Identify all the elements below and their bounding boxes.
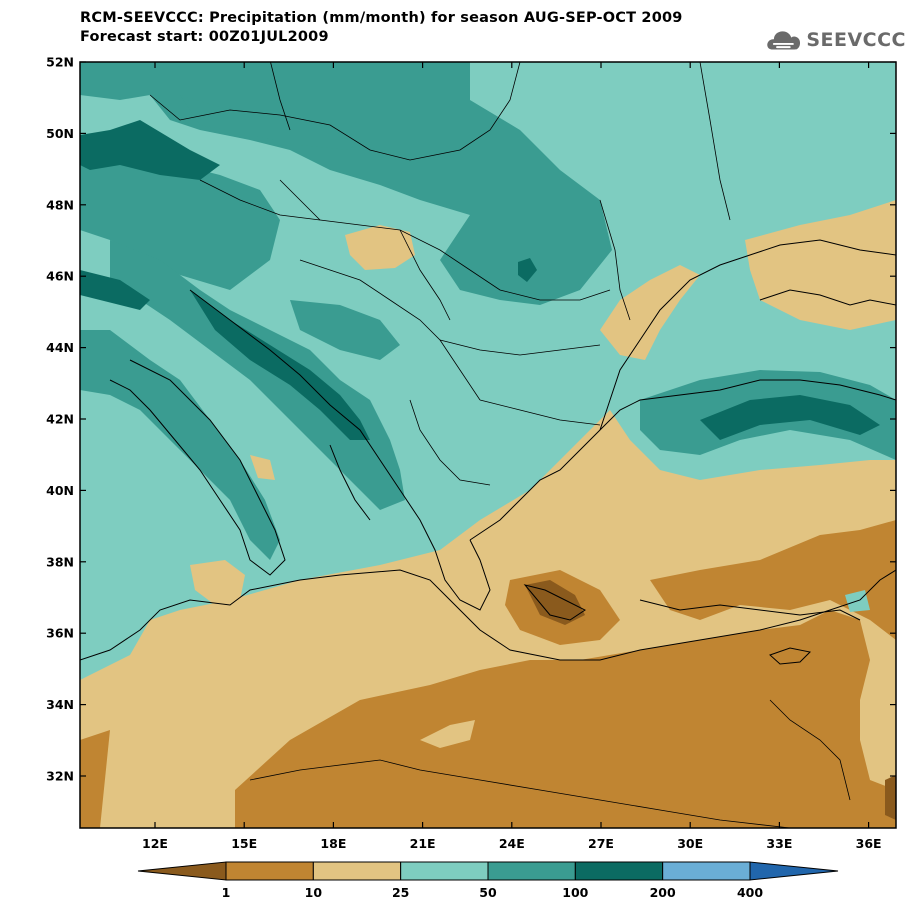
colorbar-label: 100 <box>562 885 588 900</box>
colorbar-label: 50 <box>479 885 497 900</box>
field-10-25-puglia <box>250 455 275 480</box>
map-title: RCM-SEEVCCC: Precipitation (mm/month) fo… <box>80 10 683 26</box>
lat-label: 38N <box>46 554 74 569</box>
field-50-100-west-band <box>80 145 280 290</box>
coastlines <box>80 239 896 665</box>
lon-label: 12E <box>142 836 168 851</box>
colorbar-label: 10 <box>305 885 323 900</box>
field-10-25-hungary <box>345 225 415 270</box>
field-1-10-west-africa <box>80 730 110 828</box>
cloud-icon <box>767 31 801 50</box>
colorbar-box <box>487 861 576 881</box>
field-below-1-east <box>885 775 896 820</box>
latitude-axis: 52N 50N 48N 46N 44N 42N 40N 38N 36N 34N 32N <box>46 55 896 784</box>
field-50-100-poland <box>180 95 360 150</box>
field-100-200-dinaric <box>190 290 370 440</box>
colorbar-max-triangle <box>749 861 839 881</box>
field-100-200-pontic <box>700 395 880 440</box>
lat-label: 46N <box>46 269 74 284</box>
colorbar-box <box>312 861 402 881</box>
field-1-10-turkey-south <box>650 520 896 640</box>
lat-label: 34N <box>46 697 74 712</box>
field-10-25-romania-coast <box>600 265 700 360</box>
field-50-100-italy <box>80 330 280 560</box>
lon-label: 33E <box>766 836 792 851</box>
forecast-start-label: Forecast start: 00Z01JUL2009 <box>80 29 329 45</box>
field-100-200-alps <box>80 270 150 310</box>
field-10-25-egypt-coast <box>420 720 475 748</box>
colorbar-box <box>225 861 314 881</box>
lon-label: 30E <box>677 836 703 851</box>
field-10-25-black-sea-ne <box>745 200 896 330</box>
lon-label: 27E <box>588 836 614 851</box>
field-below-1-crete <box>525 580 585 625</box>
colorbar-min-triangle <box>137 861 227 881</box>
field-10-25-sicily <box>190 560 245 605</box>
lat-label: 36N <box>46 626 74 641</box>
colorbar-box <box>574 861 664 881</box>
colorbar-box <box>662 861 751 881</box>
lon-label: 24E <box>499 836 525 851</box>
lat-label: 42N <box>46 412 74 427</box>
field-100-200-czech <box>80 120 220 180</box>
longitude-axis: 12E 15E 18E 21E 24E 27E 30E 33E 36E <box>142 62 882 851</box>
lat-label: 32N <box>46 769 74 784</box>
field-100-200-carpathian <box>518 258 537 282</box>
lon-label: 15E <box>231 836 257 851</box>
colorbar-label: 200 <box>650 885 676 900</box>
seevccc-logo: SEEVCCC <box>766 22 906 58</box>
lon-label: 36E <box>856 836 882 851</box>
colorbar-label: 400 <box>737 885 763 900</box>
field-50-100-adriatic <box>110 240 405 510</box>
country-borders <box>149 62 851 828</box>
field-50-100-balkan <box>290 300 400 360</box>
lon-label: 21E <box>410 836 436 851</box>
colorbar-box <box>400 861 489 881</box>
lat-label: 50N <box>46 126 74 141</box>
colorbar-label: 1 <box>222 885 231 900</box>
lat-label: 40N <box>46 483 74 498</box>
map-frame <box>79 61 897 829</box>
lat-label: 44N <box>46 340 74 355</box>
colorbar-label: 25 <box>392 885 409 900</box>
lon-label: 18E <box>320 836 346 851</box>
field-1-10-libya-egypt <box>235 610 896 828</box>
lat-label: 52N <box>46 55 74 70</box>
logo-text: SEEVCCC <box>806 29 906 51</box>
lat-label: 48N <box>46 197 74 212</box>
